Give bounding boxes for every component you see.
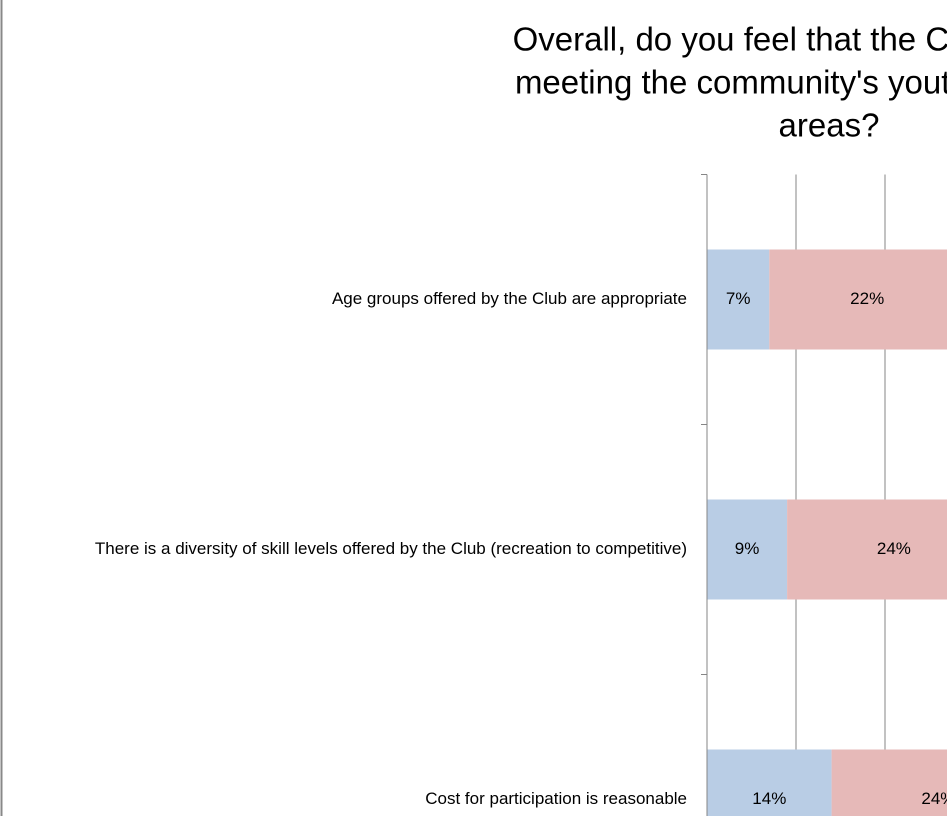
chart-title-line: meeting the community's youth recreation…	[515, 64, 947, 101]
data-label: 7%	[726, 289, 751, 308]
category-label: Age groups offered by the Club are appro…	[332, 289, 687, 308]
data-label: 9%	[735, 539, 760, 558]
chart-title-line: areas?	[779, 107, 880, 144]
data-label: 24%	[877, 539, 911, 558]
bar-segment	[707, 499, 788, 600]
data-label: 14%	[752, 789, 786, 808]
category-label: There is a diversity of skill levels off…	[95, 539, 687, 558]
bar-segment	[831, 749, 947, 816]
bar-segment	[769, 249, 947, 350]
data-label: 22%	[850, 289, 884, 308]
category-label: Cost for participation is reasonable	[425, 789, 687, 808]
chart-title-line: Overall, do you feel that the Club(s) se…	[513, 21, 947, 58]
bar-segment	[787, 499, 947, 600]
bar-segment	[707, 249, 770, 350]
data-label: 24%	[921, 789, 947, 808]
bar-segment	[707, 749, 832, 816]
